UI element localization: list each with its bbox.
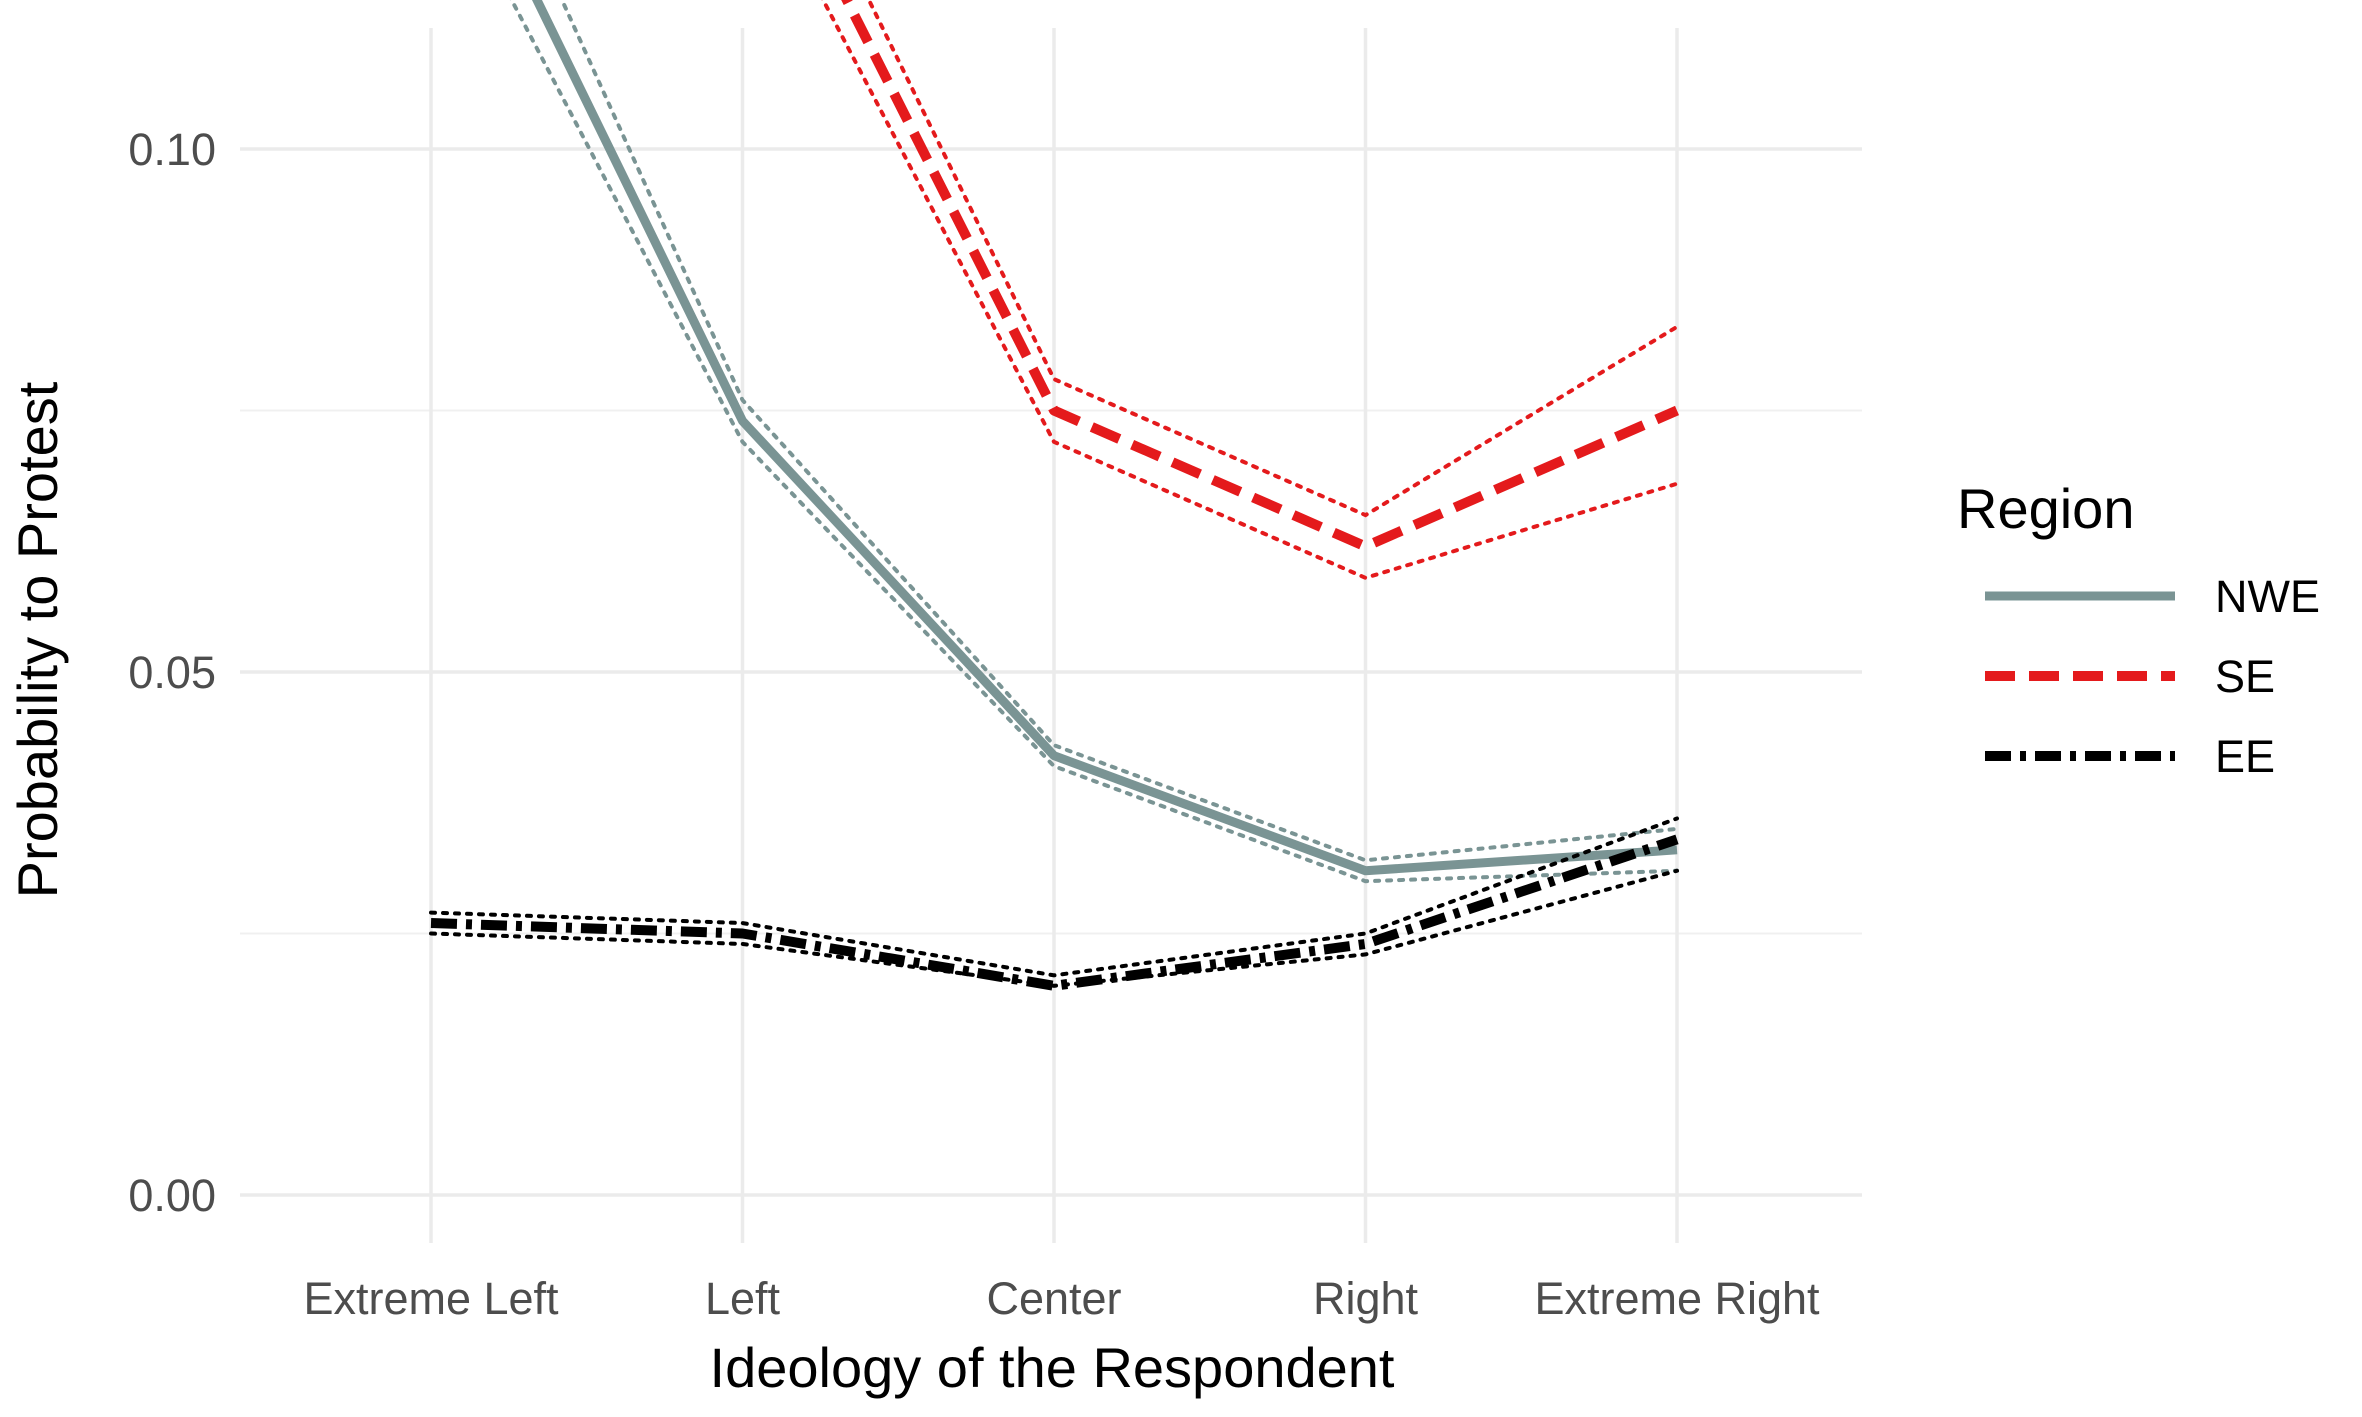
legend: Region NWE SE EE <box>1957 477 2320 782</box>
series-ee-ci-lower <box>429 868 1679 988</box>
x-axis-title: Ideology of the Respondent <box>710 1336 1395 1399</box>
legend-label: NWE <box>2215 571 2320 622</box>
legend-title: Region <box>1957 477 2134 540</box>
legend-item-se: SE <box>1985 651 2275 702</box>
grid-layer <box>240 28 1862 1243</box>
y-axis-title: Probability to Protest <box>6 381 69 898</box>
legend-label: EE <box>2215 731 2275 782</box>
x-axis-ticks: Extreme Left Left Center Right Extreme Right <box>303 1273 1820 1324</box>
series-se <box>820 0 1680 580</box>
series-ee-line <box>430 834 1679 991</box>
legend-item-ee: EE <box>1985 731 2275 782</box>
series-se-ci-upper <box>866 0 1679 518</box>
x-tick-label: Extreme Left <box>303 1273 559 1324</box>
x-tick-label: Right <box>1313 1273 1419 1324</box>
series-nwe-line <box>531 0 1678 876</box>
y-tick-label: 0.10 <box>128 124 216 175</box>
series-se-line <box>841 0 1680 552</box>
series-ee <box>429 816 1679 991</box>
y-axis-ticks: 0.000.050.100.150.20 <box>128 124 216 1221</box>
series-layer <box>429 0 1680 991</box>
legend-label: SE <box>2215 651 2275 702</box>
series-nwe <box>509 0 1679 884</box>
x-tick-label: Center <box>986 1273 1121 1324</box>
series-ee-ci-upper <box>429 816 1679 978</box>
x-tick-label: Extreme Right <box>1534 1273 1820 1324</box>
y-tick-label: 0.05 <box>128 647 216 698</box>
series-nwe-ci-upper <box>559 0 1679 863</box>
legend-items: NWE SE EE <box>1985 571 2320 782</box>
series-se-ci-lower <box>820 0 1679 580</box>
y-tick-label: 0.00 <box>128 1170 216 1221</box>
series-nwe-ci-lower <box>509 0 1679 884</box>
legend-item-nwe: NWE <box>1985 571 2320 622</box>
x-tick-label: Left <box>705 1273 781 1324</box>
